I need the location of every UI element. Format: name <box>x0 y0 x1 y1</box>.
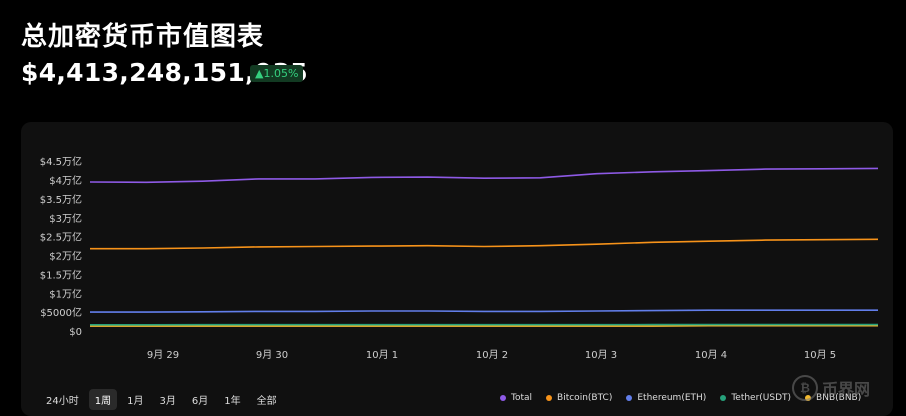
legend-dot <box>720 395 727 401</box>
range-button-4[interactable]: 6月 <box>191 396 209 407</box>
y-tick-label: $1.5万亿 <box>40 268 82 281</box>
y-tick-label: $4.5万亿 <box>40 155 82 168</box>
range-button-2[interactable]: 1月 <box>127 396 144 407</box>
watermark-text: 币界网 <box>822 380 871 399</box>
y-tick-label: $3.5万亿 <box>40 193 82 206</box>
range-button-1[interactable]: 1周 <box>88 389 118 410</box>
y-tick-label: $4万亿 <box>49 174 82 187</box>
legend-dot <box>500 395 506 401</box>
range-button-0[interactable]: 24小时 <box>46 396 79 407</box>
legend-label: BNB(BNB) <box>816 393 862 403</box>
legend-item-1[interactable]: Bitcoin(BTC) <box>546 393 612 403</box>
x-tick-label: 10月 2 <box>476 349 508 361</box>
series-line-ethereum-eth-[interactable] <box>90 309 878 313</box>
x-tick-label: 9月 30 <box>256 349 288 361</box>
legend-dot <box>546 395 553 401</box>
x-tick-label: 10月 1 <box>366 349 398 361</box>
range-button-3[interactable]: 3月 <box>159 396 176 407</box>
time-range-selector: 24小时 1周 1月 3月 6月 1年 全部 <box>40 389 283 410</box>
chart-panel <box>21 122 893 416</box>
x-tick-label: 9月 29 <box>147 349 179 361</box>
legend-item-3[interactable]: Tether(USDT) <box>720 393 791 403</box>
y-tick-label: $2万亿 <box>49 250 82 263</box>
y-tick-label: $0 <box>69 327 82 338</box>
legend-label: Bitcoin(BTC) <box>557 393 613 403</box>
legend-label: Ethereum(ETH) <box>637 393 707 403</box>
x-tick-label: 10月 5 <box>804 349 836 361</box>
range-button-5[interactable]: 1年 <box>224 396 241 407</box>
x-tick-label: 10月 3 <box>585 349 617 361</box>
series-line-total[interactable] <box>89 167 879 184</box>
legend-label: Tether(USDT) <box>731 393 792 403</box>
y-tick-label: $5000亿 <box>40 306 82 319</box>
legend-item-2[interactable]: Ethereum(ETH) <box>626 393 706 403</box>
y-tick-label: $1万亿 <box>49 287 82 300</box>
y-tick-label: $2.5万亿 <box>40 231 82 244</box>
page-title: 总加密货币市值图表 <box>21 22 265 52</box>
range-button-6[interactable]: 全部 <box>256 396 277 407</box>
change-badge: ▲1.05% <box>250 65 304 82</box>
legend-label: Total <box>511 393 533 403</box>
series-line-bitcoin-btc-[interactable] <box>90 238 879 250</box>
watermark-logo: ₿ 币界网 <box>792 375 870 401</box>
legend-dot <box>626 395 633 401</box>
y-tick-label: $3万亿 <box>49 212 82 225</box>
legend-item-0[interactable]: Total <box>500 393 532 403</box>
chart-legend: Total Bitcoin(BTC) Ethereum(ETH) Tether(USD… <box>500 393 861 403</box>
x-tick-label: 10月 4 <box>695 349 727 361</box>
coin-icon: ₿ <box>792 375 818 401</box>
